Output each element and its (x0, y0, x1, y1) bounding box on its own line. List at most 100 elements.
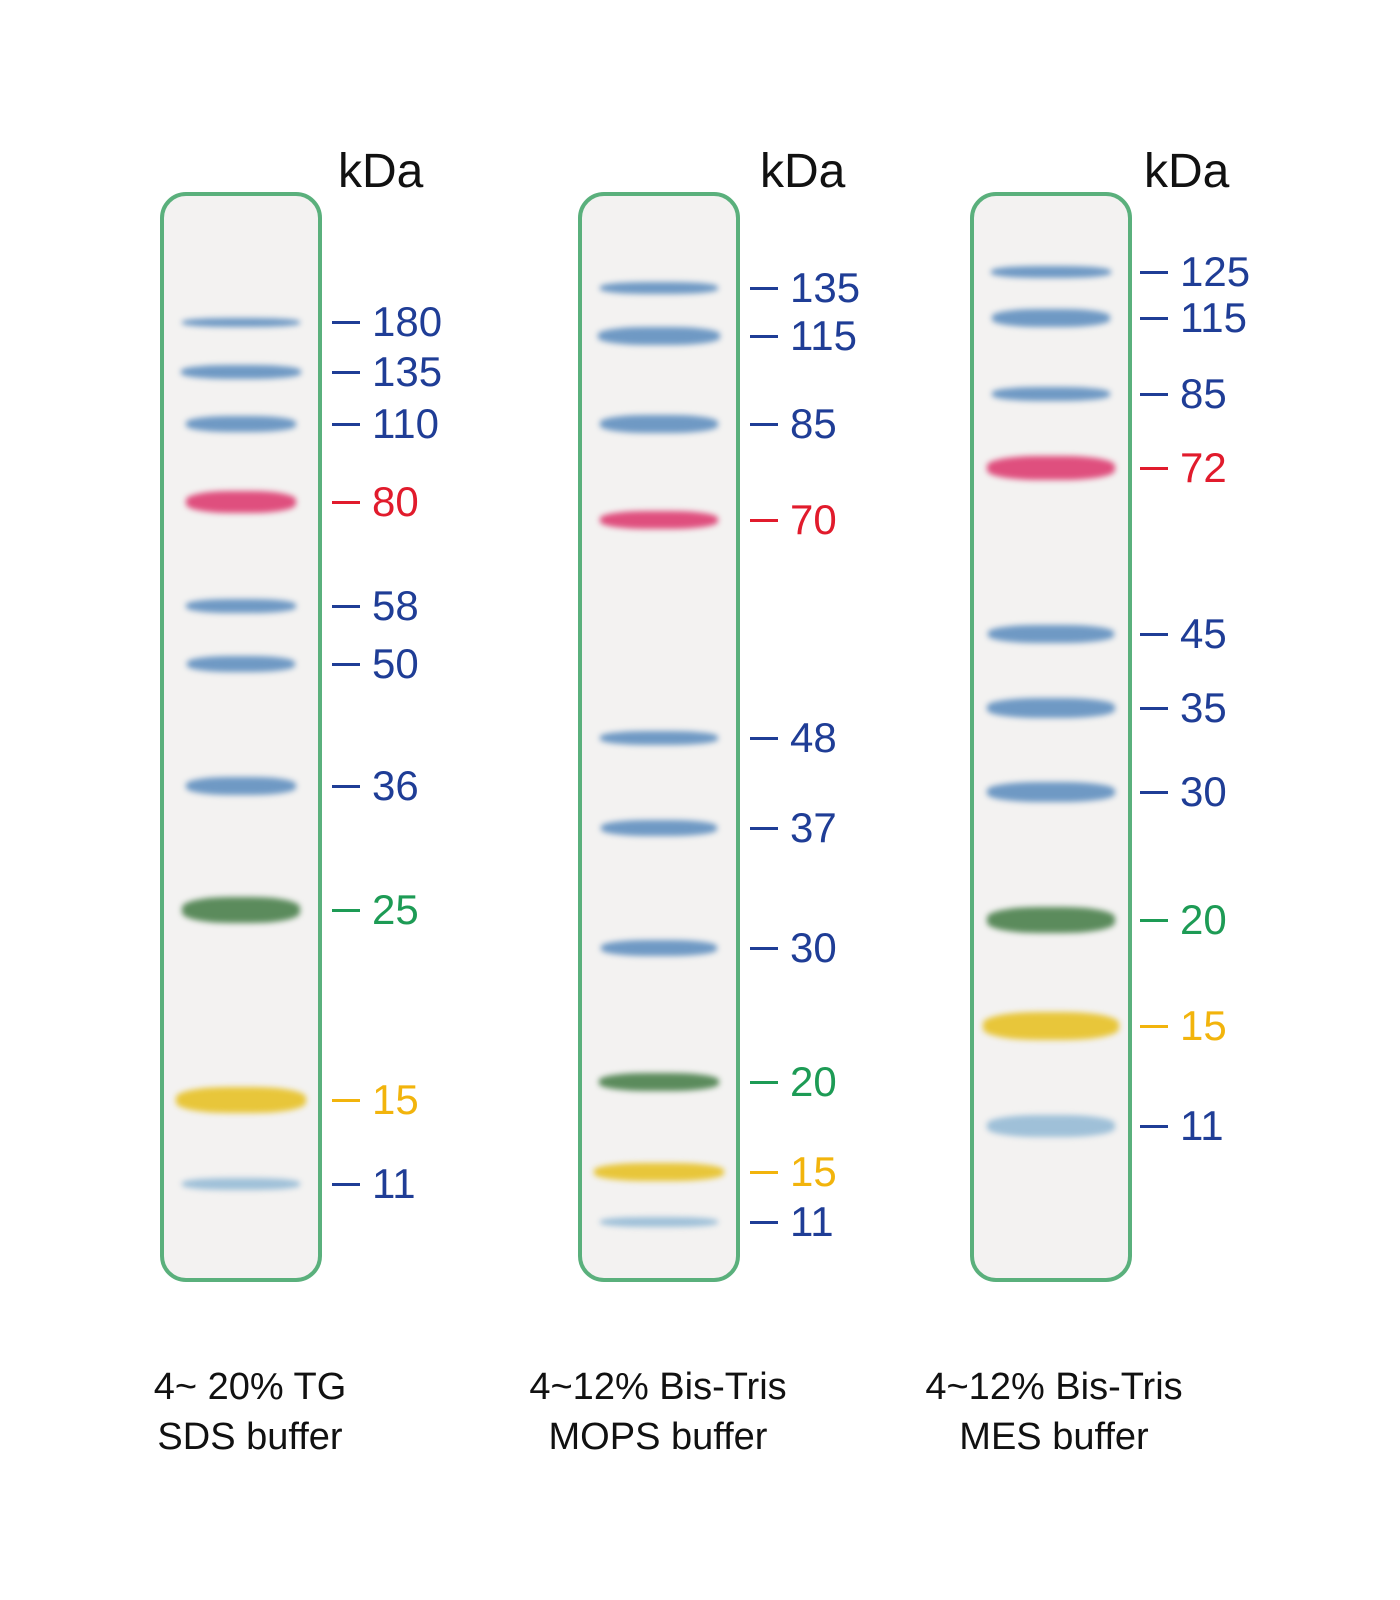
marker-size-label: 15 (790, 1148, 837, 1195)
marker-tick (1140, 790, 1168, 794)
marker-size-label: 135 (372, 348, 443, 395)
marker-tick (750, 1080, 778, 1084)
caption-buffer: MOPS buffer (548, 1416, 768, 1458)
gel-caption: 4~12% Bis-Tris MES buffer (844, 1362, 1264, 1462)
marker-tick (332, 370, 360, 374)
gel-lane (578, 192, 740, 1282)
marker-size-label: 20 (790, 1058, 837, 1105)
marker-size-label: 110 (372, 400, 439, 447)
marker-tick (750, 286, 778, 290)
marker-size-label: 20 (1180, 896, 1227, 943)
marker-size-label: 11 (372, 1160, 416, 1207)
caption-gel-type: 4~12% Bis-Tris (925, 1366, 1183, 1408)
gel-lane (970, 192, 1132, 1282)
marker-size-label: 11 (1180, 1102, 1224, 1149)
marker-size-label: 45 (1180, 610, 1227, 657)
marker-tick (332, 784, 360, 788)
gel-caption: 4~ 20% TG SDS buffer (40, 1362, 460, 1462)
marker-size-label: 115 (1180, 294, 1247, 341)
caption-buffer: MES buffer (959, 1416, 1149, 1458)
marker-tick (750, 1220, 778, 1224)
marker-tick (332, 500, 360, 504)
ladder-band (987, 698, 1115, 718)
ladder-band (600, 415, 718, 433)
marker-tick (750, 518, 778, 522)
marker-size-label: 180 (372, 298, 443, 345)
marker-size-label: 48 (790, 714, 837, 761)
marker-tick (1140, 918, 1168, 922)
marker-size-label: 37 (790, 804, 837, 851)
marker-size-label: 115 (790, 312, 857, 359)
marker-size-label: 85 (790, 400, 837, 447)
ladder-band (983, 1012, 1119, 1040)
ladder-band (187, 656, 295, 672)
marker-tick (332, 908, 360, 912)
ladder-band (600, 731, 718, 745)
marker-size-label: 15 (1180, 1002, 1227, 1049)
marker-size-label: 36 (372, 762, 419, 809)
marker-tick (1140, 1124, 1168, 1128)
unit-label: kDa (760, 145, 846, 198)
marker-size-label: 25 (372, 886, 419, 933)
ladder-band (186, 416, 296, 432)
unit-label: kDa (1144, 145, 1230, 198)
marker-size-label: 58 (372, 582, 419, 629)
ladder-band (601, 940, 717, 956)
ladder-band (599, 1073, 719, 1091)
marker-size-label: 72 (1180, 444, 1227, 491)
marker-size-label: 85 (1180, 370, 1227, 417)
ladder-band (600, 282, 718, 294)
marker-tick (332, 604, 360, 608)
marker-tick (750, 736, 778, 740)
ladder-band (988, 625, 1114, 643)
ladder-band (594, 1163, 724, 1181)
marker-tick (1140, 1024, 1168, 1028)
marker-tick (750, 946, 778, 950)
marker-size-label: 30 (790, 924, 837, 971)
marker-tick (1140, 270, 1168, 274)
ladder-band (987, 1115, 1115, 1137)
marker-tick (332, 1098, 360, 1102)
ladder-band (987, 456, 1115, 480)
marker-tick (1140, 632, 1168, 636)
ladder-band (181, 365, 301, 379)
ladder-band (182, 317, 300, 327)
caption-gel-type: 4~ 20% TG (153, 1366, 347, 1408)
marker-size-label: 50 (372, 640, 419, 687)
gel-lane (160, 192, 322, 1282)
marker-tick (332, 320, 360, 324)
ladder-band (600, 511, 718, 529)
marker-size-label: 35 (1180, 684, 1227, 731)
unit-label: kDa (338, 145, 424, 198)
ladder-band (992, 309, 1110, 327)
ladder-band (186, 491, 296, 513)
marker-tick (1140, 316, 1168, 320)
marker-size-label: 135 (790, 264, 861, 311)
ladder-panel-bistris-mes: kDa 125 115 85 72 45 35 30 20 15 11 4~12% Bis-Tri… (844, 145, 1264, 1462)
marker-tick (750, 422, 778, 426)
marker-tick (750, 826, 778, 830)
gel-caption: 4~12% Bis-Tris MOPS buffer (448, 1362, 868, 1462)
marker-tick (332, 422, 360, 426)
ladder-band (186, 599, 296, 613)
marker-size-label: 30 (1180, 768, 1227, 815)
marker-tick (1140, 392, 1168, 396)
marker-tick (750, 1170, 778, 1174)
marker-tick (332, 662, 360, 666)
caption-buffer: SDS buffer (157, 1416, 343, 1458)
marker-tick (1140, 466, 1168, 470)
ladder-band (182, 1178, 300, 1190)
caption-gel-type: 4~12% Bis-Tris (529, 1366, 787, 1408)
ladder-band (991, 266, 1111, 278)
ladder-band (182, 897, 300, 923)
marker-size-label: 80 (372, 478, 419, 525)
ladder-band (992, 387, 1110, 401)
ladder-panel-tg-sds: kDa 180 135 110 80 58 50 36 25 15 11 4~ 20% TG SD… (0, 0, 466, 1600)
ladder-band (186, 777, 296, 795)
marker-size-label: 15 (372, 1076, 419, 1123)
ladder-panel-bistris-mops: kDa 135 115 85 70 48 37 30 20 15 11 4~12% Bis-Tri… (448, 145, 868, 1462)
ladder-band (987, 782, 1115, 802)
ladder-band (600, 1217, 718, 1227)
marker-tick (332, 1182, 360, 1186)
marker-size-label: 11 (790, 1198, 834, 1245)
